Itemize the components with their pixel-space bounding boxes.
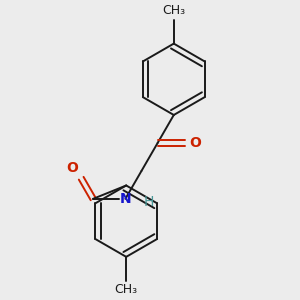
Text: O: O bbox=[66, 161, 78, 175]
Text: O: O bbox=[189, 136, 201, 150]
Text: CH₃: CH₃ bbox=[115, 283, 138, 296]
Text: N: N bbox=[120, 192, 131, 206]
Text: H: H bbox=[144, 195, 154, 209]
Text: CH₃: CH₃ bbox=[162, 4, 185, 17]
